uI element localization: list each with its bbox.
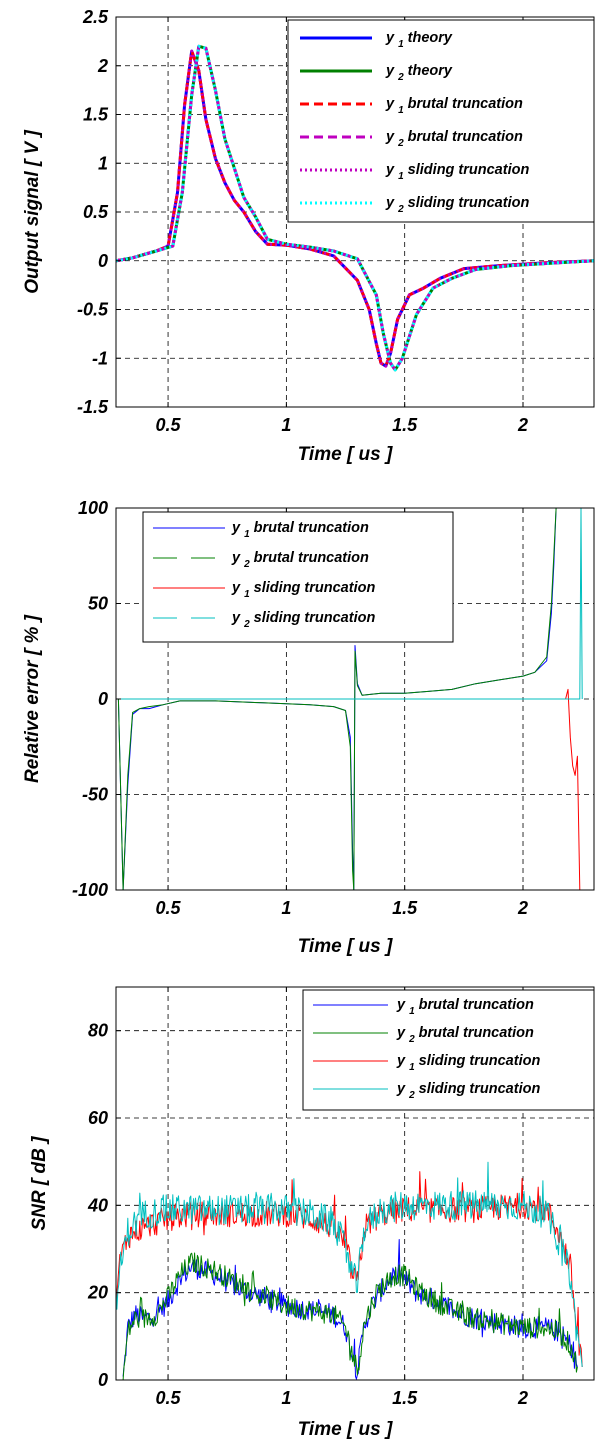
y-tick-label: 60 xyxy=(88,1108,108,1128)
x-tick-label: 0.5 xyxy=(156,898,182,918)
legend-entry: y 1 brutal truncation xyxy=(385,96,523,116)
x-axis-label: Time [ us ] xyxy=(298,936,393,957)
series-line-6 xyxy=(116,44,594,372)
x-tick-label: 0.5 xyxy=(156,1388,182,1408)
legend: y 1 brutal truncation y 2 brutal truncati… xyxy=(142,511,454,643)
y-tick-label: -1 xyxy=(92,348,108,368)
x-tick-label: 2 xyxy=(517,1388,528,1408)
legend-entry: y 2 brutal truncation xyxy=(231,550,369,570)
y-tick-label: -1.5 xyxy=(77,397,109,417)
x-tick-label: 1 xyxy=(281,1388,291,1408)
series-line-3 xyxy=(116,688,581,890)
series-line-2 xyxy=(122,1252,578,1380)
y-tick-label: 0 xyxy=(98,689,108,709)
y-tick-label: 1 xyxy=(98,153,108,173)
legend-entry: y 2 brutal truncation xyxy=(385,129,523,149)
legend-entry: y 2 sliding truncation xyxy=(385,195,529,215)
x-axis-label: Time [ us ] xyxy=(298,1419,393,1440)
y-axis-label: Output signal [ V ] xyxy=(22,130,43,294)
y-tick-label: -0.5 xyxy=(77,300,109,320)
legend-entry: y 1 brutal truncation xyxy=(231,520,369,540)
legend-entry: y 1 brutal truncation xyxy=(396,997,534,1017)
x-tick-label: 1 xyxy=(281,898,291,918)
y-tick-label: 0 xyxy=(98,251,108,271)
legend-entry: y 1 sliding truncation xyxy=(385,162,529,182)
series-line-4 xyxy=(116,1161,583,1367)
series-line-1 xyxy=(122,1239,578,1380)
y-tick-label: -100 xyxy=(72,880,108,900)
legend-entry: y 2 sliding truncation xyxy=(231,610,375,630)
y-axis-label: SNR [ dB ] xyxy=(29,1136,50,1231)
y-tick-label: 100 xyxy=(78,498,108,518)
legend-entry: y 1 theory xyxy=(385,30,453,50)
y-tick-label: 50 xyxy=(88,594,108,614)
legend-entry: y 1 sliding truncation xyxy=(396,1053,540,1073)
y-tick-label: 2.5 xyxy=(82,7,109,27)
y-tick-label: 20 xyxy=(87,1283,108,1303)
x-tick-label: 0.5 xyxy=(156,415,182,435)
series-line-2 xyxy=(117,508,559,890)
y-tick-label: 0.5 xyxy=(83,202,109,222)
y-tick-label: 2 xyxy=(97,56,108,76)
x-tick-label: 1.5 xyxy=(392,898,418,918)
legend-entry: y 2 brutal truncation xyxy=(396,1025,534,1045)
x-tick-label: 1.5 xyxy=(392,1388,418,1408)
x-axis-label: Time [ us ] xyxy=(298,444,393,465)
y-tick-label: 80 xyxy=(88,1021,108,1041)
plot-frame xyxy=(115,986,595,1381)
x-tick-label: 1 xyxy=(281,415,291,435)
y-tick-label: 0 xyxy=(98,1370,108,1390)
y-tick-label: -50 xyxy=(82,785,108,805)
legend: y 1 theory y 2 theory y 1 brutal truncatio… xyxy=(287,19,595,223)
y-axis-label: Relative error [ % ] xyxy=(22,614,43,783)
legend-entry: y 2 sliding truncation xyxy=(396,1081,540,1101)
chart-relative-error: 0.5 1 1.5 2 -100 -50 0 50 100 Time [ us ] Relative… xyxy=(22,498,595,957)
y-tick-label: 40 xyxy=(87,1195,108,1215)
legend-entry: y 2 theory xyxy=(385,63,453,83)
series-line-4 xyxy=(116,508,583,700)
series-line-5 xyxy=(116,49,594,368)
x-tick-label: 2 xyxy=(517,898,528,918)
y-tick-label: 1.5 xyxy=(83,105,109,125)
legend: y 1 brutal truncation y 2 brutal truncati… xyxy=(302,989,595,1111)
x-tick-label: 2 xyxy=(517,415,528,435)
chart-output-signal: 0.5 1 1.5 2 -1.5 -1 -0.5 0 0.5 1 1.5 2 2.5 Time [ us … xyxy=(22,7,595,465)
legend-entry: y 1 sliding truncation xyxy=(231,580,375,600)
x-tick-label: 1.5 xyxy=(392,415,418,435)
